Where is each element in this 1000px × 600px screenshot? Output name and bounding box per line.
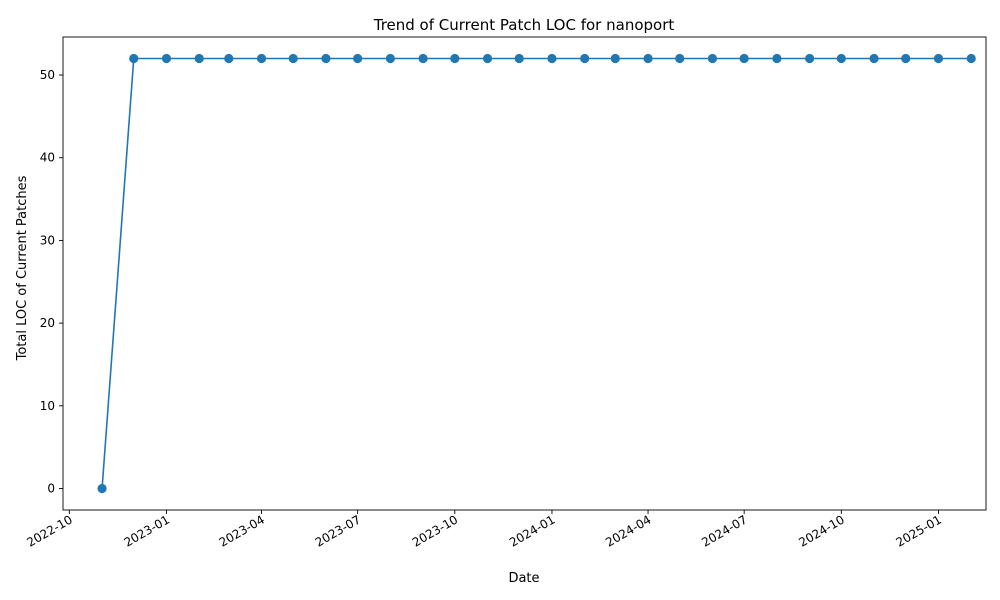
data-point [772, 53, 782, 64]
data-point [901, 53, 911, 64]
data-point [805, 53, 815, 64]
y-tick-label: 20 [40, 316, 55, 330]
x-tick-label: 2023-07 [313, 512, 363, 549]
data-point [675, 53, 685, 64]
data-point [966, 53, 976, 64]
data-point [353, 53, 363, 64]
x-tick-label: 2024-07 [699, 512, 749, 549]
x-tick-label: 2023-01 [122, 512, 172, 549]
data-point [224, 53, 234, 64]
data-point [385, 53, 395, 64]
data-point [450, 53, 460, 64]
data-point [933, 53, 944, 64]
x-tick-label: 2023-04 [217, 512, 267, 549]
data-point [514, 53, 524, 64]
x-tick-label: 2023-10 [410, 512, 460, 549]
data-point [418, 53, 428, 64]
chart-title: Trend of Current Patch LOC for nanoport [373, 16, 675, 34]
y-tick-label: 0 [47, 482, 55, 496]
y-tick-label: 10 [40, 399, 55, 413]
data-point [129, 53, 139, 64]
data-point [482, 53, 493, 64]
y-tick-label: 30 [40, 233, 55, 247]
x-tick-label: 2025-01 [894, 512, 944, 549]
x-tick-label: 2024-01 [507, 512, 557, 549]
data-point [194, 53, 204, 64]
data-point [643, 53, 653, 64]
data-point [161, 53, 172, 64]
y-axis-title: Total LOC of Current Patches [15, 175, 30, 361]
plot-area: 0 10 20 30 40 50 2022-10 2023-01 2023-04 2023-07 2… [24, 36, 987, 550]
data-point [547, 53, 557, 64]
series-line [101, 57, 972, 489]
x-tick-label: 2024-04 [603, 512, 653, 549]
data-point [97, 483, 107, 494]
data-point [869, 53, 879, 64]
data-point [739, 53, 749, 64]
x-tick-label: 2024-10 [796, 512, 846, 549]
data-point [288, 53, 298, 64]
data-point [610, 53, 620, 64]
y-tick-label: 50 [40, 68, 55, 82]
data-point [580, 53, 590, 64]
data-point [836, 53, 846, 64]
x-axis-title: Date [508, 571, 539, 586]
plot-frame [62, 36, 987, 511]
data-point [256, 53, 267, 64]
x-tick-label: 2022-10 [24, 512, 74, 549]
data-point [321, 53, 331, 64]
y-tick-label: 40 [40, 151, 55, 165]
data-point [707, 53, 718, 64]
